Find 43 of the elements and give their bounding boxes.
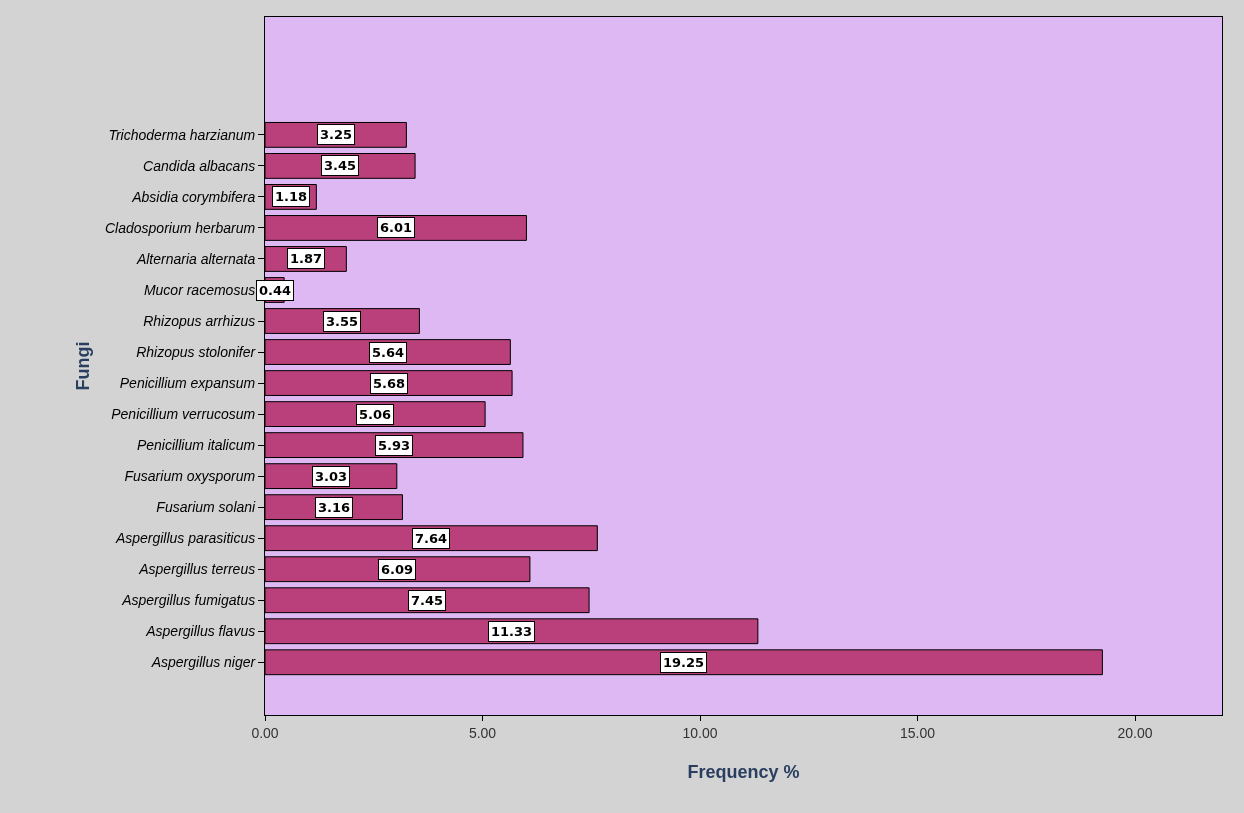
y-tick-label: Penicillium italicum — [136, 437, 256, 454]
y-tick-label: Fusarium oxysporum — [124, 468, 256, 485]
x-tick-label: 10.00 — [682, 724, 718, 741]
data-label: 7.64 — [415, 531, 448, 546]
y-tick-label: Trichoderma harzianum — [108, 126, 256, 143]
data-label: 5.68 — [373, 376, 406, 391]
data-label: 0.44 — [259, 283, 292, 298]
data-label: 5.06 — [359, 407, 392, 422]
data-label: 3.16 — [318, 500, 351, 515]
y-tick-label: Penicillium expansum — [119, 374, 256, 391]
data-label: 1.18 — [275, 189, 308, 204]
data-label: 5.64 — [372, 345, 405, 360]
data-label: 3.25 — [320, 127, 353, 142]
y-tick-label: Mucor racemosus — [143, 281, 256, 298]
y-tick-label: Aspergillus fumigatus — [121, 592, 256, 609]
y-tick-label: Aspergillus niger — [150, 654, 257, 671]
data-label: 1.87 — [290, 251, 323, 266]
data-label: 3.55 — [326, 314, 359, 329]
data-label: 3.03 — [315, 469, 348, 484]
x-tick-label: 5.00 — [468, 724, 497, 741]
y-tick-label: Fusarium solani — [156, 499, 257, 516]
y-tick-label: Aspergillus flavus — [145, 623, 256, 640]
y-axis-title: Fungi — [73, 341, 94, 391]
data-label: 6.09 — [381, 562, 414, 577]
x-tick-label: 15.00 — [899, 724, 936, 741]
x-tick-label: 20.00 — [1117, 724, 1153, 741]
y-tick-label: Absidia corymbifera — [131, 188, 256, 205]
data-label: 7.45 — [411, 593, 444, 608]
y-tick-label: Aspergillus terreus — [138, 561, 256, 578]
data-label: 3.45 — [324, 158, 357, 173]
y-tick-label: Aspergillus parasiticus — [114, 530, 256, 547]
y-tick-label: Candida albacans — [143, 157, 256, 174]
y-tick-label: Rhizopus stolonifer — [136, 343, 257, 360]
y-tick-label: Alternaria alternata — [135, 250, 256, 267]
y-tick-label: Cladosporium herbarum — [105, 219, 256, 236]
x-axis-title: Frequency % — [687, 761, 800, 782]
data-label: 19.25 — [663, 655, 705, 670]
x-tick-label: 0.00 — [251, 724, 279, 741]
data-label: 11.33 — [491, 624, 533, 639]
y-tick-label: Penicillium verrucosum — [111, 405, 256, 422]
y-tick-label: Rhizopus arrhizus — [143, 312, 256, 329]
data-label: 6.01 — [380, 220, 413, 235]
data-label: 5.93 — [378, 438, 411, 453]
